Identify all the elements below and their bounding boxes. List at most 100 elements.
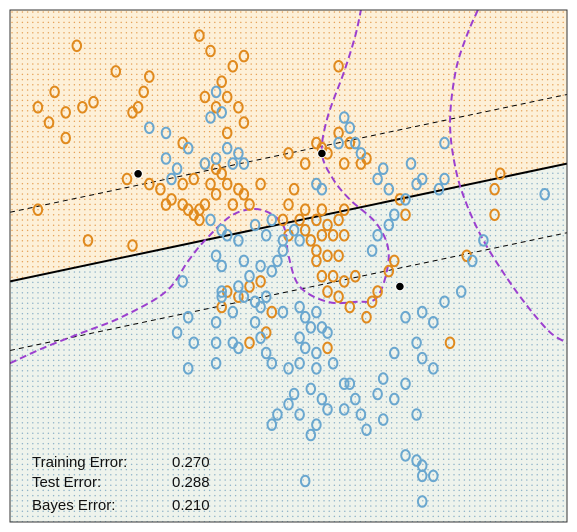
blue-point (416, 495, 428, 508)
orange-point (316, 229, 328, 242)
blue-point (344, 377, 356, 391)
orange-point (333, 290, 344, 304)
blue-point (294, 234, 305, 247)
orange-point (32, 101, 44, 114)
orange-point (327, 229, 339, 242)
blue-point (238, 290, 250, 304)
orange-point (60, 106, 71, 119)
plot-frame (9, 9, 568, 523)
orange-point (299, 223, 311, 237)
orange-point (32, 203, 44, 216)
blue-point (294, 331, 305, 345)
blue-point (266, 213, 278, 227)
blue-point (249, 316, 261, 329)
orange-point (227, 60, 239, 73)
orange-point (383, 264, 395, 278)
orange-point (283, 147, 294, 160)
orange-point (205, 44, 216, 58)
orange-point (144, 177, 155, 191)
blue-point (311, 305, 322, 319)
blue-point (355, 147, 367, 160)
training-error-label: Training Error: (32, 454, 127, 471)
orange-point (166, 193, 177, 206)
blue-point (216, 290, 227, 304)
blue-point (266, 418, 278, 432)
blue-point (188, 336, 200, 350)
blue-point (294, 357, 305, 370)
blue-point (233, 147, 244, 160)
plot-background (10, 10, 567, 522)
test-error-label: Test Error: (32, 474, 101, 491)
blue-point (210, 249, 222, 263)
orange-point (244, 336, 255, 350)
blue-point (377, 162, 389, 175)
orange-point (400, 208, 411, 222)
blue-point (539, 188, 551, 201)
blue-point (227, 336, 239, 350)
orange-point (338, 203, 350, 216)
orange-point (305, 234, 317, 247)
orange-point (338, 275, 350, 288)
orange-point (210, 188, 222, 201)
blue-point (305, 321, 317, 334)
orange-point (322, 341, 333, 355)
orange-point (82, 234, 94, 247)
orange-point (188, 172, 200, 186)
orange-point (327, 269, 339, 283)
orange-point (255, 177, 266, 191)
error-summary: Training Error: 0.270 Test Error: 0.288 … (32, 454, 210, 514)
blue-point (199, 157, 211, 170)
blue-point (277, 244, 289, 257)
blue-point (227, 305, 239, 319)
orange-point (121, 172, 133, 186)
data-points (32, 29, 551, 508)
orange-point (244, 198, 255, 211)
blue-point (411, 336, 422, 350)
orange-point (144, 70, 155, 83)
blue-point (227, 157, 239, 170)
blue-point (166, 172, 177, 186)
orange-point (227, 198, 239, 211)
support-points (133, 148, 405, 292)
blue-point (288, 387, 300, 401)
orange-point (299, 203, 311, 216)
blue-point (439, 136, 450, 150)
test-error-value: 0.288 (172, 474, 210, 491)
blue-point (366, 244, 378, 257)
training-error-value: 0.270 (172, 454, 210, 471)
blue-point (182, 362, 194, 375)
blue-point (216, 106, 227, 119)
blue-point (377, 413, 389, 426)
bayes-boundary-right (449, 10, 567, 344)
blue-point (411, 408, 422, 421)
blue-point (216, 259, 227, 273)
orange-point (238, 116, 250, 129)
blue-point (266, 357, 278, 370)
blue-point (260, 290, 272, 304)
blue-point (221, 141, 233, 155)
blue-point (361, 423, 372, 437)
blue-point (255, 259, 266, 273)
blue-point (299, 310, 311, 324)
orange-point (49, 85, 60, 99)
orange-point (489, 182, 500, 196)
blue-point (455, 285, 467, 298)
orange-point (205, 177, 216, 191)
blue-point (294, 408, 305, 421)
blue-point (416, 469, 428, 483)
blue-point (389, 392, 400, 406)
orange-point (221, 177, 233, 191)
orange-point (333, 249, 344, 263)
orange-point (233, 101, 244, 114)
blue-point (377, 372, 389, 385)
orange-point (338, 157, 350, 170)
blue-point (478, 234, 489, 247)
blue-point (160, 152, 172, 165)
blue-point (294, 300, 305, 314)
blue-point (372, 229, 383, 242)
orange-point (71, 39, 83, 53)
blue-point (416, 172, 428, 186)
orange-point (316, 269, 328, 283)
blue-point (238, 157, 250, 170)
